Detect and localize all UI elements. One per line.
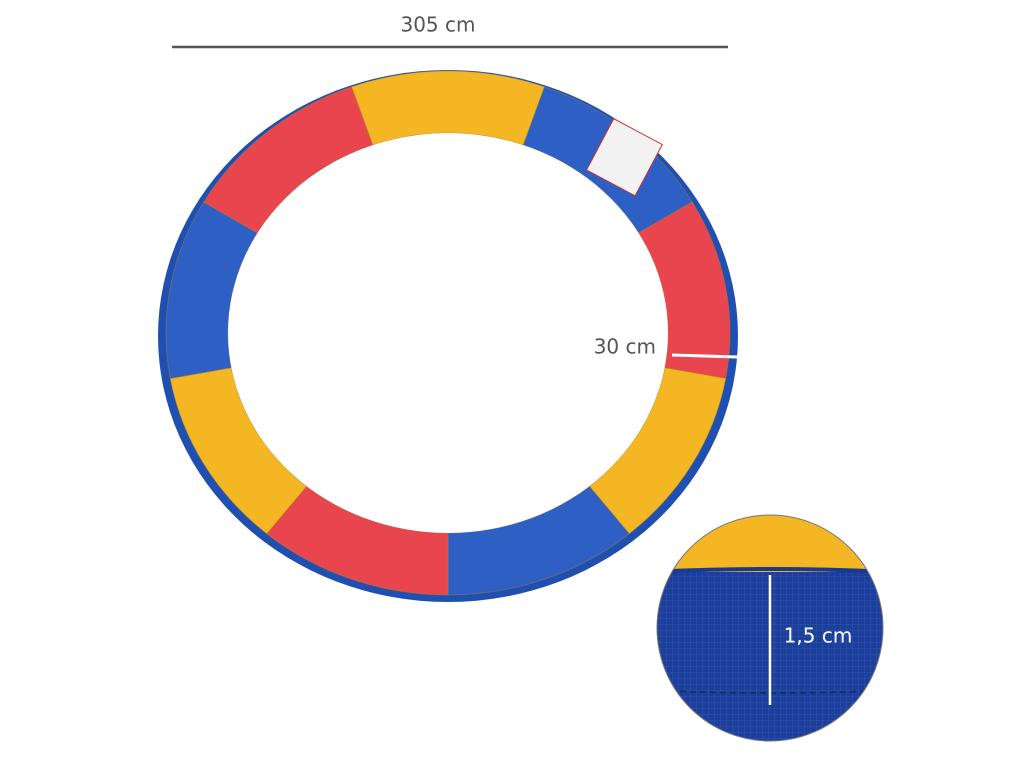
- inset-seam: [657, 567, 883, 574]
- inset-top: [657, 515, 883, 572]
- care-label: [585, 118, 664, 197]
- width-line: [671, 353, 738, 359]
- ring: [158, 70, 738, 602]
- thickness-label: 1,5 cm: [784, 624, 853, 648]
- ring-hole: [228, 133, 668, 533]
- width-label: 30 cm: [594, 335, 656, 359]
- diameter-label: 305 cm: [400, 13, 475, 37]
- inset-border: [656, 514, 884, 742]
